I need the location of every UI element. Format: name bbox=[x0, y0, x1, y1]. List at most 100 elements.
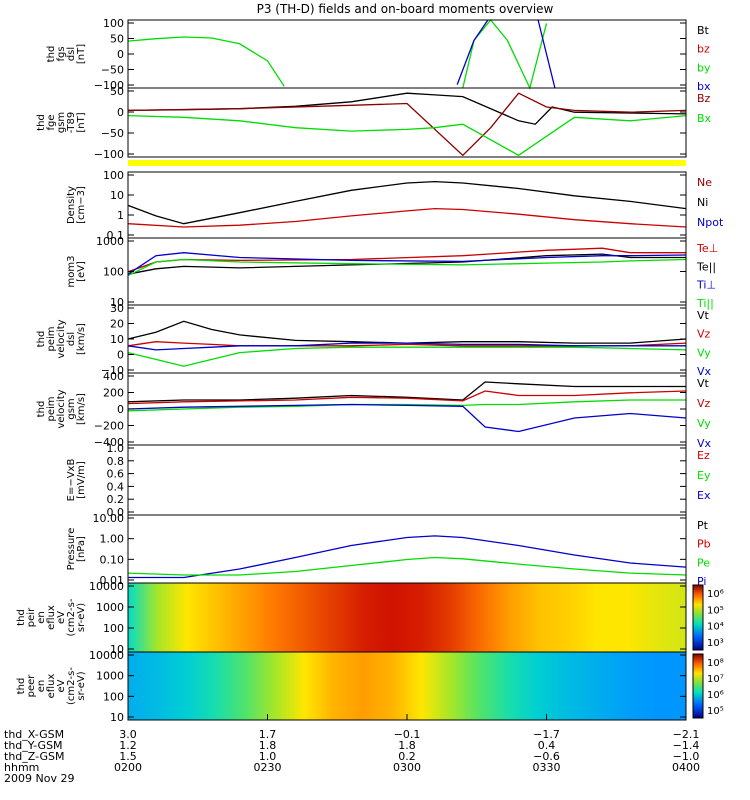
y-tick-label: 1000 bbox=[96, 235, 124, 248]
y-axis-label: [km/s] bbox=[76, 393, 87, 425]
x-tick-label: 1.5 bbox=[119, 750, 137, 763]
y-axis-label: (cm2-s- bbox=[66, 667, 77, 705]
colorbar-tick-label: 10⁶ bbox=[707, 589, 724, 600]
y-axis-label: thd bbox=[16, 609, 27, 626]
y-axis-label: thd bbox=[36, 401, 47, 418]
x-tick-label: −0.6 bbox=[533, 750, 560, 763]
y-tick-label: 10 bbox=[110, 189, 124, 202]
y-tick-label: 1.00 bbox=[100, 533, 125, 546]
x-row-label: thd_X-GSM bbox=[4, 728, 64, 741]
y-axis-label: [nPa] bbox=[76, 536, 87, 562]
panel-frame bbox=[127, 19, 687, 89]
y-axis-label: eV bbox=[56, 611, 67, 624]
x-tick-label: 1.8 bbox=[398, 739, 416, 752]
x-tick-label: 1.8 bbox=[259, 739, 277, 752]
colorbar-tick-label: 10⁵ bbox=[707, 605, 724, 616]
y-axis-label: sr-eV) bbox=[76, 671, 87, 700]
y-tick-label: 1000 bbox=[96, 670, 124, 683]
colorbar bbox=[692, 653, 704, 719]
y-axis-label: gsm bbox=[66, 398, 77, 419]
y-axis-label: en bbox=[36, 680, 47, 693]
legend-entry: Pi bbox=[697, 575, 706, 588]
x-tick-label: 1.2 bbox=[119, 739, 137, 752]
panel-4: 1000 100 10 mom3 [eV] Te⊥ Te|| Ti⊥ Ti|| bbox=[66, 235, 718, 310]
x-tick-label: −1.4 bbox=[673, 739, 700, 752]
y-axis-label: eflux bbox=[46, 674, 57, 699]
y-tick-label: −200 bbox=[94, 420, 124, 433]
y-axis-label: eflux bbox=[46, 605, 57, 630]
y-axis-label: Density bbox=[66, 186, 77, 224]
y-axis-label: [mV/m] bbox=[76, 461, 87, 499]
y-tick-label: 50 bbox=[110, 33, 124, 46]
x-tick-label: 0.4 bbox=[538, 739, 556, 752]
panel-frame bbox=[127, 372, 687, 446]
y-tick-label: 0.6 bbox=[107, 468, 125, 481]
colorbar-tick-label: 10⁴ bbox=[707, 622, 724, 633]
legend-entry: Ti⊥ bbox=[696, 279, 716, 292]
y-axis-label: dsl bbox=[66, 332, 77, 346]
y-axis-label: peim bbox=[46, 326, 57, 351]
legend-entry: by bbox=[697, 61, 711, 74]
x-tick-label: 0.2 bbox=[398, 750, 416, 763]
panel-5: 30 20 10 0 −10 thd peim velocity dsl [km/s] Vt Vz Vy… bbox=[36, 302, 712, 378]
y-axis-label: dsl bbox=[66, 47, 77, 61]
y-tick-label: 10 bbox=[110, 643, 124, 656]
y-tick-label: −10 bbox=[101, 364, 124, 377]
x-tick-label: 0200 bbox=[114, 761, 142, 774]
series-line bbox=[127, 390, 687, 405]
legend-entry: bz bbox=[697, 43, 710, 56]
y-tick-label: 0 bbox=[117, 48, 124, 61]
legend-entry: Vt bbox=[697, 309, 710, 322]
x-tick-label: 3.0 bbox=[119, 728, 137, 741]
y-tick-label: −50 bbox=[101, 64, 124, 77]
y-axis-label: fge bbox=[46, 114, 57, 130]
x-tick-label: 1.0 bbox=[259, 750, 277, 763]
legend-entry: Pe bbox=[697, 556, 710, 569]
legend-entry: Vx bbox=[697, 437, 712, 450]
legend-entry: Bz bbox=[697, 92, 711, 105]
y-axis-label: [nT] bbox=[76, 112, 87, 132]
y-tick-label: 0 bbox=[117, 106, 124, 119]
colorbar-tick-label: 10³ bbox=[707, 638, 724, 649]
series-line bbox=[127, 258, 687, 277]
y-axis-label: [eV] bbox=[76, 261, 87, 282]
series-line bbox=[127, 180, 687, 225]
series-line bbox=[127, 556, 687, 576]
y-tick-label: −400 bbox=[94, 436, 124, 449]
series-line bbox=[127, 252, 687, 275]
y-axis-label: -T89 bbox=[66, 112, 77, 134]
y-axis-label: eV bbox=[56, 679, 67, 692]
y-tick-label: 0.1 bbox=[107, 229, 125, 242]
legend-entry: Bx bbox=[697, 112, 712, 125]
panel-frame bbox=[127, 444, 687, 516]
series-line bbox=[462, 18, 548, 90]
series-line bbox=[537, 19, 556, 89]
x-row-label: thd_Z-GSM bbox=[4, 750, 64, 763]
legend-entry: Ex bbox=[697, 489, 711, 502]
y-tick-label: 100 bbox=[103, 266, 124, 279]
series-line bbox=[128, 535, 687, 579]
y-tick-label: 0.2 bbox=[107, 493, 125, 506]
y-tick-label: −100 bbox=[94, 79, 124, 92]
series-line bbox=[127, 346, 687, 367]
x-row-label: thd_Y-GSM bbox=[4, 739, 63, 752]
y-axis-label: gsm bbox=[56, 112, 67, 133]
y-axis-label: Pressure bbox=[66, 528, 77, 571]
x-tick-label: 0230 bbox=[254, 761, 282, 774]
panel-8: 10.00 1.00 0.10 0.01 Pressure [nPa] Pt Pb Pe Pi bbox=[66, 512, 711, 588]
legend-entry: Bt bbox=[697, 24, 710, 37]
series-line bbox=[127, 207, 687, 228]
colorbar-tick-label: 10⁶ bbox=[707, 690, 724, 701]
y-axis-label: sr-eV) bbox=[76, 603, 87, 632]
y-tick-label: 10000 bbox=[89, 649, 124, 662]
series-line bbox=[127, 36, 285, 87]
legend-entry: Vz bbox=[697, 328, 711, 341]
y-axis-label: [cm−3] bbox=[76, 186, 87, 224]
y-tick-label: 100 bbox=[103, 690, 124, 703]
y-axis-label: thd bbox=[36, 114, 47, 131]
panel-frame bbox=[127, 87, 687, 158]
colorbar-tick-label: 10⁷ bbox=[707, 674, 724, 685]
colorbar-tick-label: 10⁵ bbox=[707, 706, 724, 717]
x-tick-label: −0.1 bbox=[394, 728, 421, 741]
y-tick-label: 1000 bbox=[96, 601, 124, 614]
